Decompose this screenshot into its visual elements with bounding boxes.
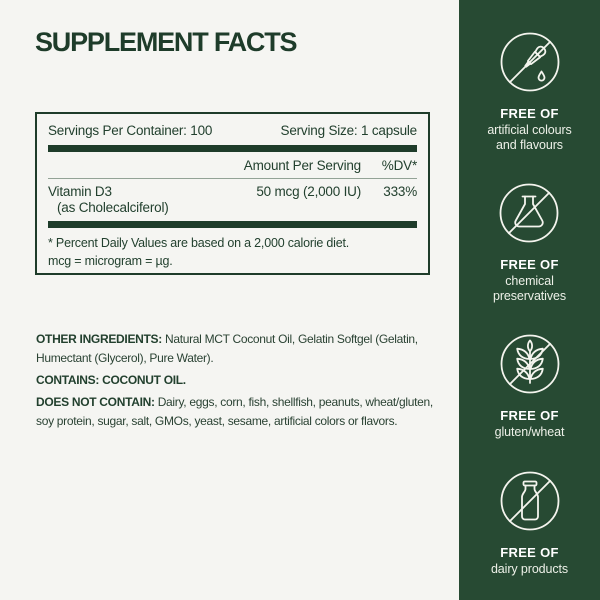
badge-chemical-preservatives: FREE OF chemical preservatives	[493, 181, 566, 303]
footnote-line-2: mcg = microgram = µg.	[48, 253, 173, 268]
thick-divider-bar-bottom	[48, 221, 417, 228]
nutrient-name-sub: (as Cholecalciferol)	[57, 200, 169, 215]
nutrient-dv: 333%	[383, 184, 417, 199]
badge-description: gluten/wheat	[494, 425, 565, 439]
table-footnote: * Percent Daily Values are based on a 2,…	[48, 235, 417, 270]
column-header-amount: Amount Per Serving	[243, 158, 361, 173]
servings-per-container: Servings Per Container: 100	[48, 123, 213, 138]
other-ingredients-text: Natural MCT Coconut Oil, Gelatin Softgel…	[36, 332, 418, 365]
other-ingredients-label: OTHER INGREDIENTS:	[36, 332, 162, 346]
table-header-row: Amount Per Serving %DV*	[48, 158, 417, 179]
badge-description: artificial colours and flavours	[487, 123, 572, 152]
no-milk-bottle-icon	[498, 469, 562, 533]
nutrient-amount: 50 mcg (2,000 IU)	[256, 184, 361, 199]
table-row: Vitamin D3 (as Cholecalciferol) 50 mcg (…	[48, 184, 417, 216]
label-main-panel: SUPPLEMENT FACTS Servings Per Container:…	[35, 27, 446, 434]
supplement-facts-table: Servings Per Container: 100 Serving Size…	[35, 112, 430, 275]
does-not-contain-text: Dairy, eggs, corn, fish, shellfish, pean…	[36, 395, 433, 428]
badge-gluten-wheat: FREE OF gluten/wheat	[494, 332, 565, 440]
badge-title: FREE OF	[500, 544, 559, 560]
does-not-contain-paragraph: DOES NOT CONTAIN: Dairy, eggs, corn, fish…	[36, 393, 446, 431]
servings-row: Servings Per Container: 100 Serving Size…	[48, 123, 417, 138]
badge-dairy-products: FREE OF dairy products	[491, 469, 568, 577]
nutrient-name-cell: Vitamin D3 (as Cholecalciferol)	[48, 184, 256, 216]
no-dropper-icon	[498, 30, 562, 94]
page-title: SUPPLEMENT FACTS	[35, 27, 298, 57]
free-of-sidebar: FREE OF artificial colours and flavours …	[459, 0, 600, 600]
badge-description: chemical preservatives	[492, 274, 567, 303]
badge-title: FREE OF	[500, 106, 559, 121]
does-not-contain-label: DOES NOT CONTAIN:	[36, 395, 155, 409]
no-wheat-icon	[498, 332, 562, 396]
contains-line: CONTAINS: COCONUT OIL.	[36, 373, 186, 387]
serving-size: Serving Size: 1 capsule	[280, 123, 418, 138]
badge-title: FREE OF	[500, 408, 559, 423]
ingredients-sections: OTHER INGREDIENTS: Natural MCT Coconut Oi…	[36, 330, 446, 434]
no-flask-icon	[497, 181, 561, 245]
other-ingredients-paragraph: OTHER INGREDIENTS: Natural MCT Coconut Oi…	[36, 330, 446, 368]
nutrient-name: Vitamin D3	[48, 184, 112, 199]
column-header-dv: %DV*	[381, 158, 417, 173]
badge-description: dairy products	[490, 561, 569, 576]
badge-artificial-colours: FREE OF artificial colours and flavours	[487, 30, 572, 152]
badge-title: FREE OF	[500, 257, 559, 272]
thick-divider-bar-top	[48, 145, 417, 152]
footnote-line-1: * Percent Daily Values are based on a 2,…	[48, 236, 350, 250]
